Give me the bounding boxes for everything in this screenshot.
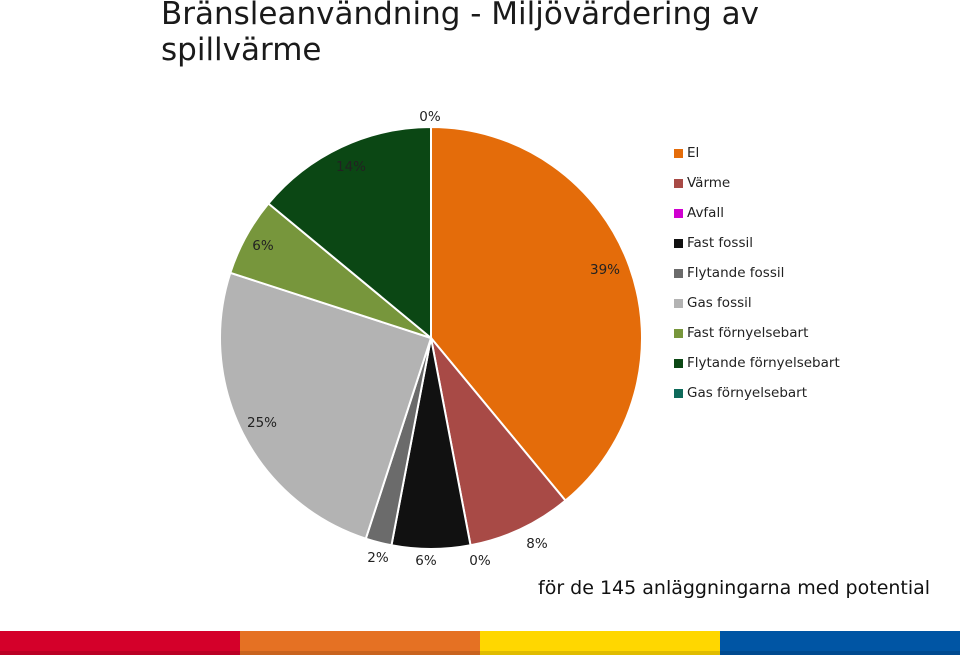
footer-segment-1 <box>0 631 240 655</box>
legend-item-varme: Värme <box>674 168 840 198</box>
legend-item-fast-fossil: Fast fossil <box>674 228 840 258</box>
legend-label: Avfall <box>687 205 724 221</box>
data-label-flytande-fossil: 2% <box>367 550 389 566</box>
data-label-avfall: 0% <box>469 553 491 569</box>
legend-swatch <box>674 148 683 158</box>
legend-label: Flytande förnyelsebart <box>687 355 840 371</box>
legend-label: Fast fossil <box>687 235 753 251</box>
legend-swatch <box>674 208 683 218</box>
data-label-gas-fornyelsebart: 0% <box>419 109 441 125</box>
legend-label: Gas fossil <box>687 295 752 311</box>
pie-slice-varme <box>430 337 567 547</box>
legend-swatch <box>674 238 683 248</box>
data-label-fast-fossil: 6% <box>415 553 437 569</box>
data-label-el: 39% <box>590 262 620 278</box>
chart-subtitle: för de 145 anläggningarna med potential <box>538 577 931 599</box>
pie-slice-flytande-fornyelsebart <box>267 125 432 341</box>
legend-item-fast-fornyelsebart: Fast förnyelsebart <box>674 318 840 348</box>
pie-slice-el <box>430 125 643 502</box>
legend-swatch <box>674 268 683 278</box>
footer-segment-2 <box>240 631 480 655</box>
data-label-varme: 8% <box>526 536 548 552</box>
data-label-fast-fornyelsebart: 6% <box>252 238 274 254</box>
legend-swatch <box>674 178 683 188</box>
footer-color-bar <box>0 631 960 655</box>
legend-item-flytande-fossil: Flytande fossil <box>674 258 840 288</box>
legend-label: Fast förnyelsebart <box>687 325 809 341</box>
legend-item-avfall: Avfall <box>674 198 840 228</box>
legend-label: El <box>687 145 700 161</box>
legend-item-el: El <box>674 138 840 168</box>
footer-segment-4 <box>720 631 960 655</box>
legend: El Värme Avfall Fast fossil Flytande fossil G… <box>674 138 840 408</box>
legend-item-gas-fornyelsebart: Gas förnyelsebart <box>674 378 840 408</box>
pie-slice-gas-fossil <box>219 271 433 540</box>
legend-item-flytande-fornyelsebart: Flytande förnyelsebart <box>674 348 840 378</box>
data-label-flytande-fornyelsebart: 14% <box>336 159 366 175</box>
footer-segment-3 <box>480 631 720 655</box>
data-label-gas-fossil: 25% <box>247 415 277 431</box>
pie-slices <box>219 125 643 550</box>
legend-swatch <box>674 328 683 338</box>
legend-label: Gas förnyelsebart <box>687 385 808 401</box>
legend-item-gas-fossil: Gas fossil <box>674 288 840 318</box>
chart-title: Bränsleanvändning - Miljövärdering av sp… <box>161 0 760 68</box>
legend-swatch <box>674 388 683 398</box>
legend-swatch <box>674 298 683 308</box>
legend-swatch <box>674 358 683 368</box>
pie-data-labels: 39% 8% 0% 6% 2% 25% 6% 14% 0% <box>247 109 620 569</box>
legend-label: Värme <box>687 175 731 191</box>
legend-label: Flytande fossil <box>687 265 785 281</box>
